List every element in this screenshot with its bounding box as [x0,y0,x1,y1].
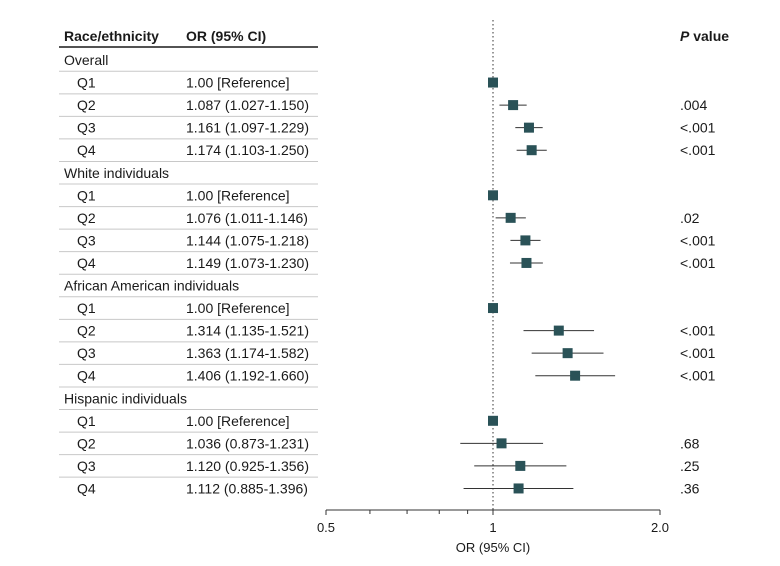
or-ci-text: 1.314 (1.135-1.521) [186,323,309,339]
or-marker [526,145,537,156]
x-axis-label: OR (95% CI) [456,540,530,555]
column-header-pvalue: P value [680,28,729,44]
p-value-text: .68 [680,435,700,451]
or-marker [488,190,498,201]
or-ci-text: 1.112 (0.885-1.396) [186,480,308,496]
pvalue-header-italic: P [680,28,690,44]
quartile-label: Q1 [77,187,96,203]
p-value-text: <.001 [680,255,716,271]
p-value-text: <.001 [680,142,716,158]
group-label: White individuals [64,165,169,181]
or-marker [570,370,581,381]
quartile-label: Q1 [77,300,96,316]
or-marker [515,460,526,471]
or-marker [496,438,507,449]
quartile-label: Q2 [77,435,96,451]
or-ci-text: 1.149 (1.073-1.230) [186,255,309,271]
or-marker [520,235,531,246]
p-value-text: .25 [680,458,700,474]
or-marker [521,257,532,268]
p-value-text: <.001 [680,120,716,136]
group-label: Overall [64,52,108,68]
or-ci-text: 1.00 [Reference] [186,300,290,316]
x-axis-tick-label: 1 [489,520,496,535]
or-ci-text: 1.161 (1.097-1.229) [186,120,309,136]
or-marker [553,325,564,336]
quartile-label: Q4 [77,480,96,496]
quartile-label: Q2 [77,210,96,226]
quartile-label: Q3 [77,120,96,136]
pvalue-header-rest: value [689,28,729,44]
quartile-label: Q2 [77,323,96,339]
quartile-label: Q4 [77,142,96,158]
p-value-text: <.001 [680,232,716,248]
p-value-text: <.001 [680,323,716,339]
quartile-label: Q4 [77,368,96,384]
or-ci-text: 1.120 (0.925-1.356) [186,458,309,474]
quartile-label: Q1 [77,75,96,91]
or-ci-text: 1.406 (1.192-1.660) [186,368,309,384]
or-marker [513,483,524,494]
or-ci-text: 1.00 [Reference] [186,413,290,429]
p-value-text: <.001 [680,368,716,384]
column-header-estimate: OR (95% CI) [186,28,266,44]
or-marker [488,303,498,314]
or-marker [508,100,519,111]
or-ci-text: 1.087 (1.027-1.150) [186,97,309,113]
quartile-label: Q3 [77,345,96,361]
p-value-text: <.001 [680,345,716,361]
quartile-label: Q3 [77,232,96,248]
quartile-label: Q1 [77,413,96,429]
group-label: African American individuals [64,278,239,294]
or-ci-text: 1.00 [Reference] [186,75,290,91]
quartile-label: Q3 [77,458,96,474]
or-ci-text: 1.144 (1.075-1.218) [186,232,309,248]
column-header-group: Race/ethnicity [64,28,159,44]
or-ci-text: 1.363 (1.174-1.582) [186,345,309,361]
or-marker [505,212,516,223]
x-axis-tick-label: 0.5 [317,520,335,535]
or-ci-text: 1.00 [Reference] [186,187,290,203]
or-ci-text: 1.174 (1.103-1.250) [186,142,309,158]
or-ci-text: 1.076 (1.011-1.146) [186,210,308,226]
or-marker [488,415,498,426]
p-value-text: .36 [680,480,700,496]
x-axis-tick-label: 2.0 [651,520,669,535]
or-ci-text: 1.036 (0.873-1.231) [186,435,309,451]
p-value-text: .004 [680,97,707,113]
group-label: Hispanic individuals [64,390,187,406]
or-marker [562,348,573,359]
quartile-label: Q4 [77,255,96,271]
quartile-label: Q2 [77,97,96,113]
or-marker [523,122,534,133]
p-value-text: .02 [680,210,700,226]
or-marker [488,77,498,88]
